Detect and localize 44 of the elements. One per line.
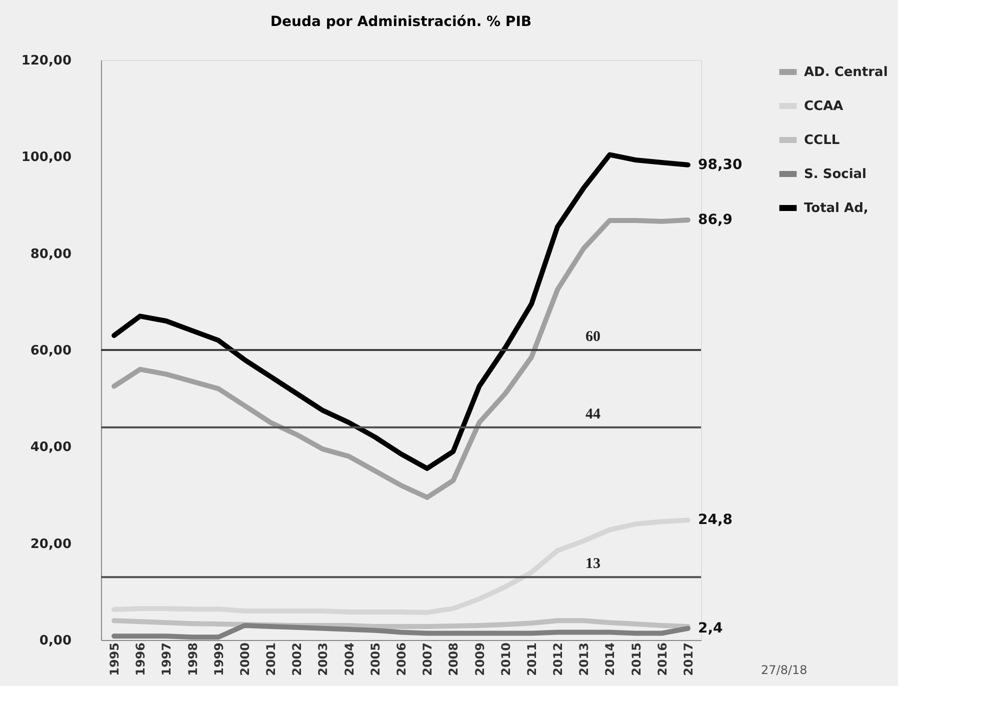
ref-line-label: 44 xyxy=(586,406,601,422)
ref-line-label: 60 xyxy=(586,329,600,345)
x-tick-label: 2015 xyxy=(629,642,644,676)
annotation: 2,4 xyxy=(698,620,724,636)
y-tick-label: 40,00 xyxy=(30,440,72,456)
x-tick-label: 2012 xyxy=(551,642,566,676)
legend-label: AD. Central xyxy=(804,65,888,80)
x-tick-label: 1998 xyxy=(186,642,200,676)
annotation: 24,8 xyxy=(698,512,733,528)
x-tick-label: 2013 xyxy=(577,642,592,676)
x-tick-label: 2006 xyxy=(394,642,408,676)
text: 27/8/18 xyxy=(761,663,808,677)
x-tick-label: 2010 xyxy=(498,642,513,676)
x-tick-label: 2016 xyxy=(655,642,670,676)
legend-label: Total Ad, xyxy=(804,201,868,216)
annotation: 98,30 xyxy=(698,156,742,173)
chart-title: Deuda por Administración. % PIB xyxy=(270,14,532,30)
y-tick-label: 20,00 xyxy=(30,536,72,552)
y-tick-label: 60,00 xyxy=(30,344,72,358)
y-tick-label: 0,00 xyxy=(39,634,72,648)
legend-label: S. Social xyxy=(804,167,867,182)
x-tick-label: 2000 xyxy=(238,642,252,676)
x-tick-label: 2017 xyxy=(681,642,696,676)
y-tick-label: 80,00 xyxy=(30,246,72,262)
y-tick-label: 100,00 xyxy=(21,150,72,166)
x-tick-label: 1997 xyxy=(160,642,174,676)
annotation: 86,9 xyxy=(698,212,733,228)
x-tick-label: 2007 xyxy=(420,642,435,676)
x-tick-label: 2009 xyxy=(472,642,487,676)
x-tick-label: 1996 xyxy=(134,642,148,676)
x-tick-label: 1995 xyxy=(108,642,122,676)
x-tick-label: 2011 xyxy=(524,642,539,676)
legend-label: CCLL xyxy=(804,133,840,148)
x-tick-label: 2005 xyxy=(368,642,382,676)
x-tick-label: 2003 xyxy=(316,642,330,676)
x-tick-label: 2001 xyxy=(264,642,278,676)
x-tick-label: 1999 xyxy=(212,642,226,676)
x-tick-label: 2002 xyxy=(290,642,304,676)
legend-label: CCAA xyxy=(804,99,844,114)
x-tick-label: 2008 xyxy=(446,642,461,676)
x-tick-label: 2014 xyxy=(603,642,618,676)
ref-line-label: 13 xyxy=(586,556,600,572)
y-tick-label: 120,00 xyxy=(21,54,72,68)
x-tick-label: 2004 xyxy=(342,642,356,676)
